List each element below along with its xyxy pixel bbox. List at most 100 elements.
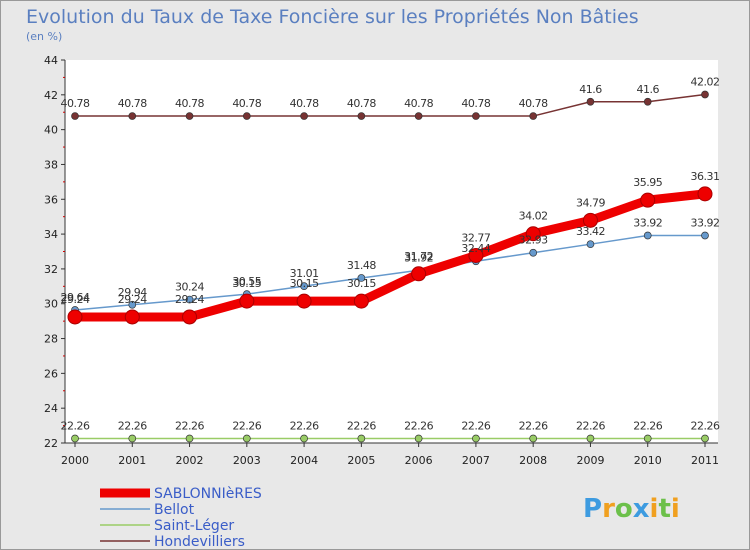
data-point bbox=[242, 434, 251, 443]
plot-area bbox=[65, 60, 718, 443]
series-line bbox=[74, 234, 706, 311]
data-label: 40.78 bbox=[461, 97, 490, 110]
data-point bbox=[586, 97, 595, 106]
logo-letter: r bbox=[602, 494, 615, 524]
proxiti-logo-text: Proxiti bbox=[583, 494, 680, 524]
data-label: 40.78 bbox=[347, 97, 376, 110]
data-point bbox=[185, 295, 194, 304]
series-line bbox=[70, 189, 710, 322]
data-label: 33.42 bbox=[576, 225, 605, 238]
data-point bbox=[586, 240, 595, 249]
data-label: 30.55 bbox=[232, 275, 261, 288]
data-point bbox=[472, 434, 480, 443]
y-tick-label: 26 bbox=[44, 367, 58, 380]
legend-label: SABLONNIèRES bbox=[154, 486, 262, 502]
data-point bbox=[697, 186, 713, 202]
data-label: 30.15 bbox=[232, 277, 261, 290]
data-point bbox=[128, 112, 137, 120]
x-tick-label: 2002 bbox=[176, 454, 204, 467]
logo-letter: x bbox=[633, 494, 650, 524]
x-axis: 2000 2001 2002 2003 2004 2005 2006 2007 2008 2009… bbox=[61, 442, 719, 467]
data-label: 40.78 bbox=[61, 97, 90, 110]
data-point bbox=[185, 112, 194, 120]
data-point bbox=[67, 309, 83, 325]
data-label: 33.92 bbox=[633, 216, 662, 229]
data-label: 40.78 bbox=[118, 97, 147, 110]
data-point bbox=[468, 248, 484, 264]
x-tick-label: 2008 bbox=[519, 454, 547, 467]
data-label: 34.79 bbox=[576, 196, 605, 209]
x-tick-label: 2000 bbox=[61, 454, 89, 467]
data-label: 40.78 bbox=[290, 97, 319, 110]
data-label: 22.26 bbox=[175, 419, 204, 432]
y-tick-label: 34 bbox=[44, 228, 58, 241]
y-tick-label: 32 bbox=[44, 263, 58, 276]
data-label: 32.44 bbox=[461, 242, 490, 255]
logo-letter: P bbox=[583, 494, 602, 524]
x-tick-label: 2006 bbox=[405, 454, 433, 467]
data-label: 40.78 bbox=[404, 97, 433, 110]
data-label: 40.78 bbox=[175, 97, 204, 110]
logo-letter: i bbox=[671, 494, 680, 524]
series-4 bbox=[71, 90, 709, 120]
data-point bbox=[239, 293, 255, 309]
data-label: 22.26 bbox=[290, 419, 319, 432]
data-label: 32.93 bbox=[519, 234, 548, 247]
data-label: 31.72 bbox=[404, 250, 433, 263]
x-tick-label: 2001 bbox=[118, 454, 146, 467]
logo-letter: t bbox=[658, 494, 670, 524]
data-label: 31.01 bbox=[290, 267, 319, 280]
series-3 bbox=[71, 434, 709, 443]
data-label: 36.31 bbox=[691, 170, 720, 183]
data-point bbox=[128, 434, 137, 443]
legend: SABLONNIèRESBellotSaint-LégerHondevillie… bbox=[100, 486, 262, 550]
data-label: 41.6 bbox=[636, 83, 659, 96]
data-point bbox=[357, 112, 366, 120]
data-label: 33.92 bbox=[691, 216, 720, 229]
data-point bbox=[643, 231, 652, 240]
legend-label: Bellot bbox=[154, 502, 195, 518]
data-point bbox=[643, 434, 652, 443]
data-point bbox=[300, 112, 308, 120]
x-tick-label: 2007 bbox=[462, 454, 490, 467]
data-point bbox=[640, 192, 656, 208]
series-1 bbox=[67, 186, 713, 325]
x-tick-label: 2010 bbox=[634, 454, 662, 467]
data-label: 29.24 bbox=[61, 293, 90, 306]
data-label: 29.64 bbox=[61, 291, 90, 304]
legend-label: Hondevilliers bbox=[154, 534, 245, 550]
y-tick-label: 40 bbox=[44, 124, 58, 137]
data-label: 31.92 bbox=[404, 251, 433, 264]
data-point bbox=[71, 434, 79, 443]
x-tick-label: 2003 bbox=[233, 454, 261, 467]
data-label: 42.02 bbox=[691, 75, 720, 88]
plot-background bbox=[65, 60, 718, 443]
data-label: 22.26 bbox=[232, 419, 261, 432]
data-label: 32.77 bbox=[461, 232, 490, 245]
chart-title: Evolution du Taux de Taxe Foncière sur l… bbox=[26, 6, 639, 28]
data-label: 22.26 bbox=[404, 419, 433, 432]
y-tick-label: 28 bbox=[44, 333, 58, 346]
data-point bbox=[586, 434, 595, 443]
data-label: 31.48 bbox=[347, 259, 376, 272]
data-point bbox=[357, 274, 366, 282]
y-tick-label: 24 bbox=[44, 402, 58, 415]
x-tick-label: 2005 bbox=[347, 454, 375, 467]
x-tick-label: 2011 bbox=[691, 454, 719, 467]
y-tick-label: 36 bbox=[44, 193, 58, 206]
data-label: 34.02 bbox=[519, 210, 548, 223]
data-point bbox=[71, 112, 79, 120]
data-point bbox=[242, 112, 251, 120]
x-tick-label: 2009 bbox=[576, 454, 604, 467]
y-tick-label: 38 bbox=[44, 158, 58, 171]
data-point bbox=[296, 293, 312, 309]
data-point bbox=[701, 90, 709, 99]
data-labels: 40.78 40.78 40.78 40.78 40.78 40.78 40.78 40.78… bbox=[61, 75, 721, 432]
data-label: 35.95 bbox=[633, 176, 662, 189]
legend-label: Saint-Léger bbox=[154, 518, 234, 534]
data-point bbox=[411, 266, 427, 282]
x-tick-label: 2004 bbox=[290, 454, 318, 467]
data-point bbox=[300, 434, 308, 443]
